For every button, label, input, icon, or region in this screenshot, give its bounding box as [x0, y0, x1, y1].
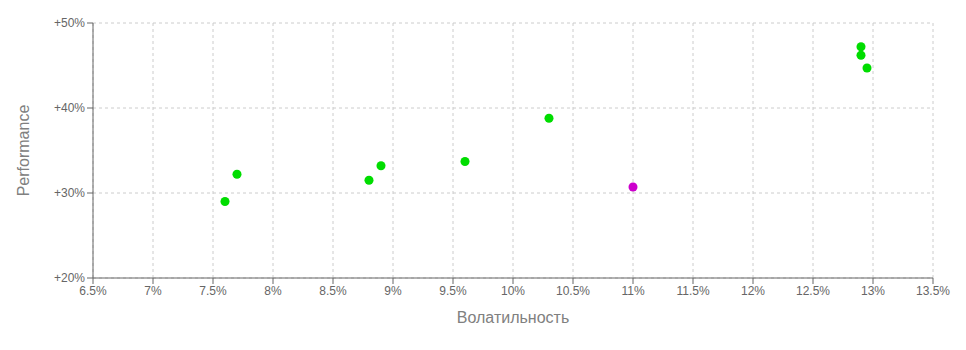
svg-text:+40%: +40% [54, 101, 85, 115]
svg-text:+30%: +30% [54, 186, 85, 200]
svg-text:8%: 8% [264, 284, 282, 298]
svg-text:10.5%: 10.5% [556, 284, 590, 298]
svg-text:7%: 7% [144, 284, 162, 298]
svg-text:+20%: +20% [54, 271, 85, 285]
svg-text:+50%: +50% [54, 16, 85, 30]
svg-text:11%: 11% [621, 284, 644, 298]
svg-text:9%: 9% [384, 284, 402, 298]
svg-text:7.5%: 7.5% [199, 284, 227, 298]
svg-text:13%: 13% [861, 284, 885, 298]
svg-text:Performance: Performance [15, 105, 32, 197]
svg-text:12.5%: 12.5% [796, 284, 830, 298]
svg-text:13.5%: 13.5% [916, 284, 950, 298]
svg-text:Волатильность: Волатильность [457, 309, 569, 326]
svg-text:10%: 10% [501, 284, 525, 298]
svg-text:11.5%: 11.5% [676, 284, 709, 298]
svg-text:6.5%: 6.5% [79, 284, 107, 298]
svg-text:9.5%: 9.5% [439, 284, 467, 298]
svg-text:12%: 12% [741, 284, 765, 298]
svg-text:8.5%: 8.5% [319, 284, 347, 298]
